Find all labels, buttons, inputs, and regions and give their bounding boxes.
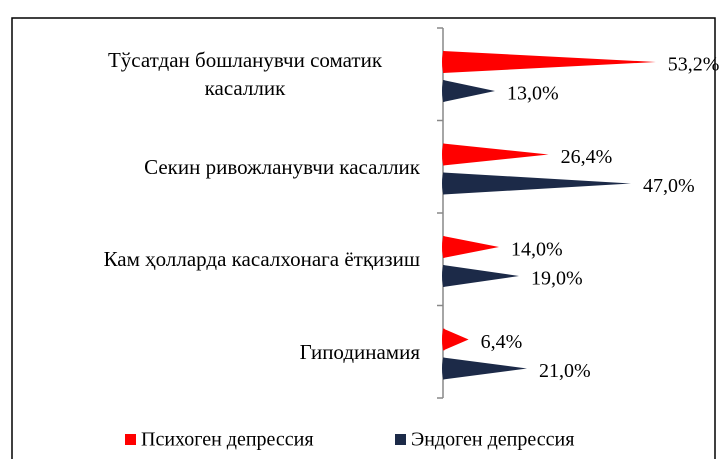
category-label-box: Гиподинамия [14,306,420,399]
category-label: Гиподинамия [299,339,420,364]
cone-base [442,357,446,380]
legend-swatch [125,434,136,445]
cone-bar [443,172,631,195]
value-label: 53,2% [668,54,720,76]
cone-bar [443,51,656,73]
cone-base [442,328,446,351]
category-label: Секин ривожланувчи касаллик [144,154,420,179]
category-label-box: Кам ҳолларда касалхонага ётқизиш [14,213,420,306]
value-label: 26,4% [561,146,613,168]
cone-bar [443,80,495,102]
legend-swatch [395,434,406,445]
chart-border [11,17,716,459]
legend-label: Психоген депрессия [141,429,314,451]
value-label: 14,0% [511,239,563,261]
value-label: 6,4% [481,331,523,353]
value-label: 13,0% [507,83,559,105]
cone-bar [443,328,469,351]
category-label-box: Секин ривожланувчи касаллик [14,121,420,214]
value-label: 47,0% [643,175,695,197]
cone-base [442,265,446,287]
value-label: 21,0% [539,360,591,382]
value-label: 19,0% [531,268,583,290]
cone-base [442,143,446,166]
cone-base [442,51,446,73]
category-label-box: Тўсатдан бошланувчи соматик касаллик [14,28,420,121]
cone-base [442,172,446,195]
cone-bar [443,265,519,287]
cone-base [442,236,446,258]
cone-bar [443,357,527,380]
category-label: Кам ҳолларда касалхонага ётқизиш [103,247,420,272]
cone-base [442,80,446,102]
cone-bar [443,143,549,166]
cone-bar [443,236,499,258]
category-label: Тўсатдан бошланувчи соматик касаллик [107,48,383,101]
legend-label: Эндоген депрессия [411,429,574,451]
